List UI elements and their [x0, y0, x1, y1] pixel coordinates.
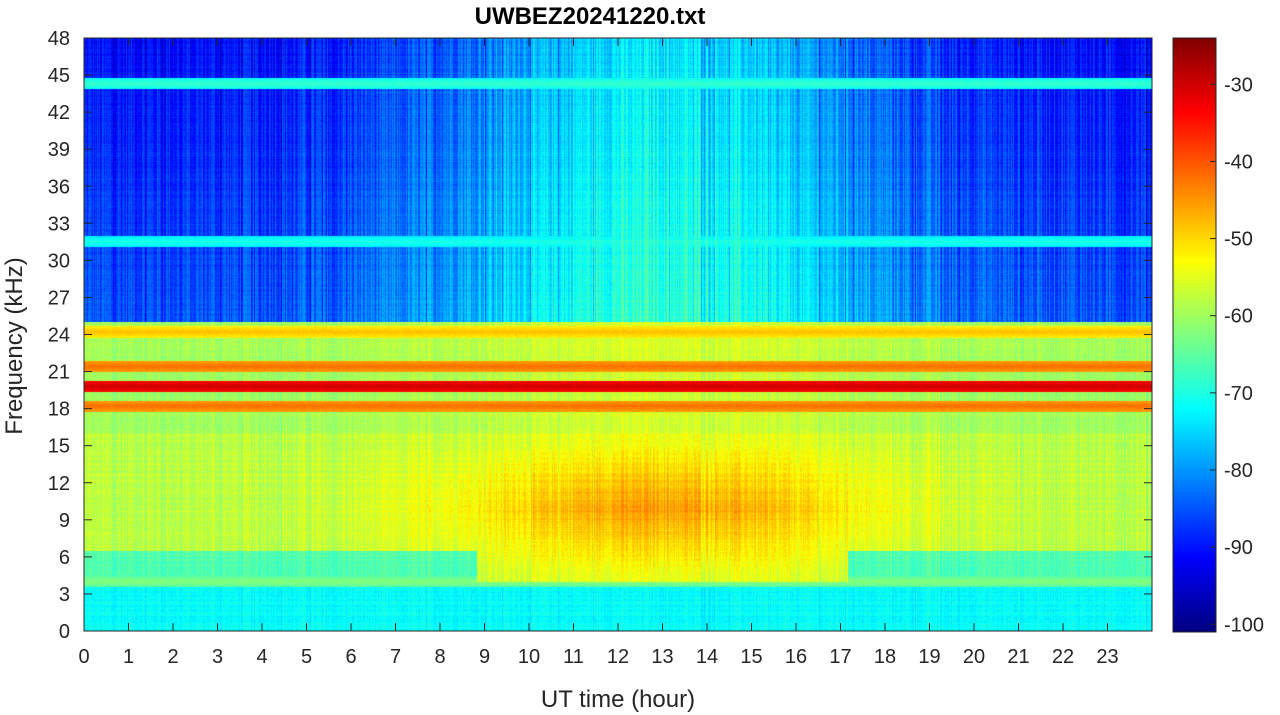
- y-tick-label: 48: [48, 28, 70, 50]
- x-tick-label: 7: [390, 646, 401, 668]
- chart-title: UWBEZ20241220.txt: [475, 3, 706, 30]
- spectrogram-image: [84, 38, 1152, 631]
- y-tick-label: 30: [48, 250, 70, 272]
- spectrogram-image-wrapper: [84, 38, 1152, 631]
- x-tick-label: 0: [78, 646, 89, 668]
- x-tick-label: 19: [918, 646, 940, 668]
- x-tick-label: 20: [963, 646, 985, 668]
- y-tick-label: 21: [48, 362, 70, 384]
- colorbar-tick-label: -60: [1224, 306, 1253, 328]
- x-tick-label: 3: [212, 646, 223, 668]
- x-tick-label: 10: [518, 646, 540, 668]
- x-tick-label: 11: [563, 646, 584, 668]
- y-axis-label: Frequency (kHz): [1, 257, 28, 434]
- colorbar-ticks: -100 -90 -80 -70 -60 -50 -40 -30: [1210, 74, 1264, 636]
- y-tick-label: 45: [48, 65, 70, 87]
- x-tick-label: 2: [167, 646, 178, 668]
- y-tick-label: 0: [59, 621, 70, 643]
- y-tick-label: 12: [48, 473, 70, 495]
- x-axis: 0 1 2 3 4 5 6 7 8 9 10 11 12 13 14 15 16 17 18 19 20 21 22 23: [78, 38, 1119, 668]
- x-tick-label: 16: [785, 646, 807, 668]
- y-tick-label: 39: [48, 139, 70, 161]
- x-tick-label: 9: [479, 646, 490, 668]
- x-tick-label: 21: [1007, 646, 1029, 668]
- y-tick-label: 33: [48, 213, 70, 235]
- x-tick-label: 14: [696, 646, 718, 668]
- plot-area: [83, 37, 1153, 632]
- y-tick-label: 24: [48, 325, 70, 347]
- y-tick-label: 42: [48, 102, 70, 124]
- x-tick-label: 8: [434, 646, 445, 668]
- colorbar-tick-label: -80: [1224, 460, 1253, 482]
- y-tick-label: 27: [48, 287, 70, 309]
- x-tick-label: 1: [123, 646, 134, 668]
- x-axis-label: UT time (hour): [541, 686, 695, 713]
- y-tick-label: 15: [48, 436, 70, 458]
- x-tick-label: 23: [1096, 646, 1118, 668]
- colorbar-tick-label: -40: [1224, 151, 1253, 173]
- x-tick-label: 22: [1052, 646, 1074, 668]
- colorbar-gradient: [1173, 38, 1216, 632]
- colorbar-tick-label: -30: [1224, 74, 1253, 96]
- x-tick-label: 17: [829, 646, 851, 668]
- x-tick-label: 12: [607, 646, 629, 668]
- x-tick-label: 5: [301, 646, 312, 668]
- x-tick-label: 6: [345, 646, 356, 668]
- y-tick-label: 36: [48, 176, 70, 198]
- y-tick-label: 6: [59, 547, 70, 569]
- y-tick-label: 9: [59, 510, 70, 532]
- x-tick-label: 18: [874, 646, 896, 668]
- colorbar-image-wrapper: [1173, 38, 1216, 632]
- colorbar: -100 -90 -80 -70 -60 -50 -40 -30: [1172, 37, 1264, 636]
- x-tick-label: 13: [651, 646, 673, 668]
- y-tick-label: 3: [59, 584, 70, 606]
- y-tick-label: 18: [48, 399, 70, 421]
- x-tick-label: 4: [256, 646, 267, 668]
- x-tick-label: 15: [740, 646, 762, 668]
- colorbar-tick-label: -50: [1224, 229, 1253, 251]
- colorbar-tick-label: -90: [1224, 537, 1253, 559]
- colorbar-tick-label: -70: [1224, 383, 1253, 405]
- colorbar-frame: [1172, 37, 1217, 633]
- colorbar-tick-label: -100: [1224, 614, 1264, 636]
